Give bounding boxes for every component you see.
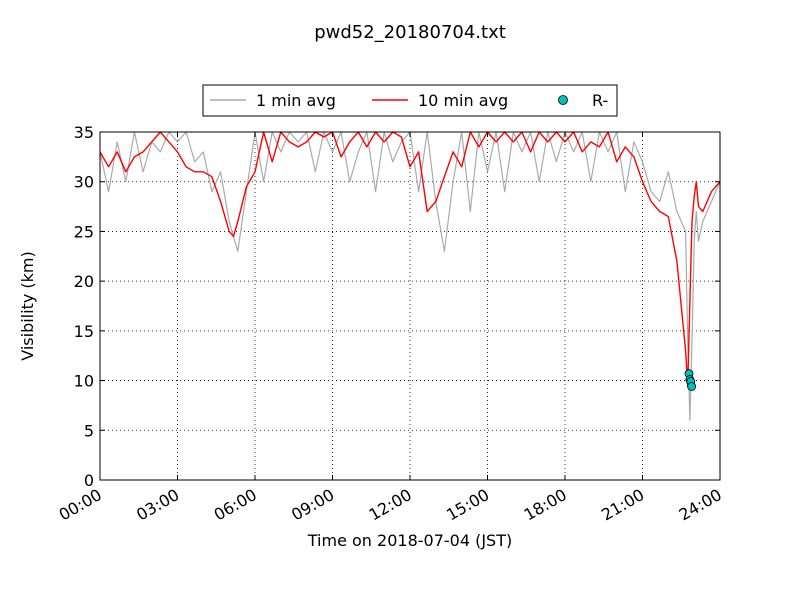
x-tick-label: 18:00 (521, 485, 570, 525)
grid-lines (100, 132, 720, 480)
y-tick-label: 35 (74, 123, 94, 142)
series-line-1-min-avg (99, 131, 721, 421)
y-tick-label: 5 (84, 421, 94, 440)
y-axis-label: Visibility (km) (18, 251, 37, 360)
y-tick-label: 15 (74, 322, 94, 341)
x-tick-label: 15:00 (443, 485, 492, 525)
legend-marker-r-minus (558, 95, 568, 105)
y-tick-labels: 0 5 10 15 20 25 30 35 (74, 123, 94, 490)
series-layer (99, 131, 721, 421)
legend-label-10min: 10 min avg (418, 91, 508, 110)
y-tick-label: 30 (74, 173, 94, 192)
plot-background (100, 132, 720, 480)
legend-box (202, 84, 618, 117)
chart-title: pwd52_20180704.txt (314, 22, 506, 43)
x-tick-labels: 00:00 03:00 06:00 09:00 12:00 15:00 18:00 21:00… (56, 485, 725, 525)
y-tick-label: 25 (74, 222, 94, 241)
x-tick-label: 00:00 (56, 485, 105, 525)
legend-label-1min: 1 min avg (256, 91, 336, 110)
x-tick-label: 21:00 (598, 485, 647, 525)
x-tick-label: 06:00 (211, 485, 260, 525)
y-tick-label: 20 (74, 272, 94, 291)
x-tick-label: 09:00 (288, 485, 337, 525)
x-tick-label: 03:00 (133, 485, 182, 525)
x-axis-label: Time on 2018-07-04 (JST) (307, 531, 512, 550)
x-tick-label: 12:00 (366, 485, 415, 525)
legend-label-r-minus: R- (592, 91, 608, 110)
series-line-10-min-avg (99, 131, 721, 387)
series-point-r (687, 382, 696, 391)
y-tick-label: 0 (84, 471, 94, 490)
legend: 1 min avg 10 min avg R- (202, 84, 618, 117)
y-tick-label: 10 (74, 372, 94, 391)
x-tick-label: 24:00 (676, 485, 725, 525)
plot-area (99, 131, 721, 481)
plot-frame (99, 131, 721, 481)
